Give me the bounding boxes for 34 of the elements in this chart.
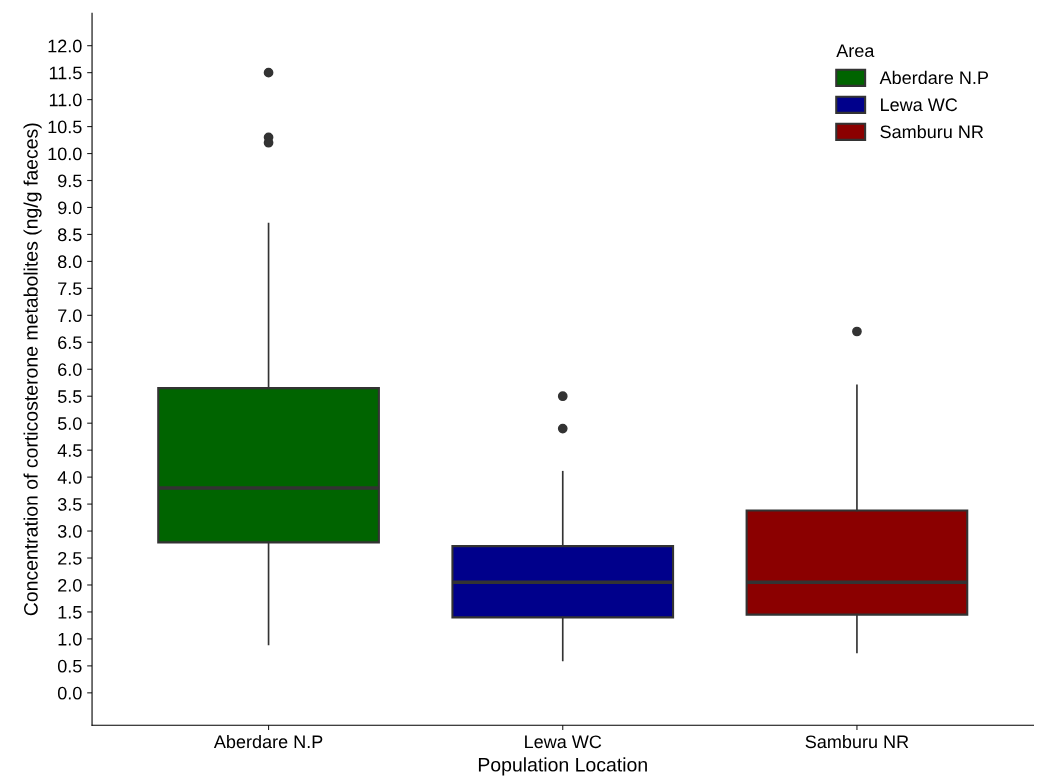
y-tick-label: 11.0	[49, 93, 82, 107]
y-tick-label: 0.5	[57, 659, 82, 673]
y-tick-label: 4.0	[57, 471, 82, 484]
y-tick-label: 9.0	[58, 201, 82, 215]
y-tick-label: 3.0	[57, 524, 82, 538]
legend-title: Area	[836, 44, 875, 58]
y-tick-label: 6.5	[58, 336, 82, 350]
y-tick-label: 6.0	[58, 363, 82, 376]
y-tick-label: 0.0	[57, 686, 82, 700]
y-tick-label: 1.0	[58, 632, 82, 646]
x-tick-label: Samburu NR	[805, 734, 909, 749]
legend-label: Samburu NR	[880, 124, 984, 139]
y-tick-label: 1.5	[58, 606, 82, 619]
y-tick-label: 4.5	[57, 444, 82, 457]
y-tick-label: 8.0	[58, 255, 82, 269]
y-axis-title: Concentration of corticosterone metabolites (ng/g faeces)	[23, 123, 42, 616]
y-tick-label: 2.0	[58, 578, 82, 592]
y-tick-label: 8.5	[58, 228, 82, 242]
y-tick-label: 11.5	[49, 66, 82, 80]
y-tick-label: 9.5	[58, 174, 82, 188]
legend-label: Lewa WC	[881, 98, 958, 112]
y-tick-label: 7.0	[58, 309, 82, 323]
y-tick-label: 10.0	[48, 147, 82, 161]
y-tick-label: 2.5	[58, 551, 82, 565]
x-tick-label: Lewa WC	[525, 735, 602, 749]
x-axis-title: Population Location	[478, 757, 647, 776]
legend-label: Aberdare N.P	[879, 70, 989, 85]
y-tick-label: 5.5	[57, 390, 82, 403]
y-tick-label: 10.5	[48, 120, 82, 134]
y-tick-label: 7.5	[58, 282, 82, 296]
x-tick-label: Aberdare N.P	[213, 734, 323, 749]
y-tick-label: 5.0	[57, 417, 82, 430]
y-tick-label: 12.0	[48, 39, 82, 53]
y-tick-label: 3.5	[57, 498, 82, 511]
